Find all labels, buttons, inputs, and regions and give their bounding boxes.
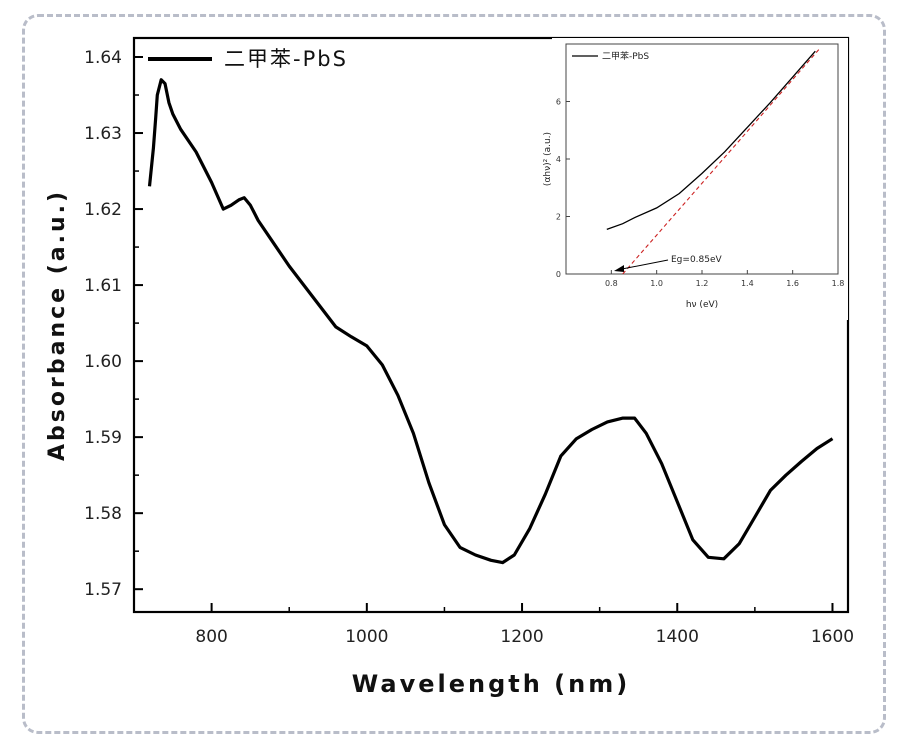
inset-x-tick-label: 1.0 xyxy=(650,279,663,288)
inset-background xyxy=(552,38,848,320)
y-tick-label: 1.60 xyxy=(84,352,122,372)
inset-series xyxy=(606,47,821,275)
inset-x-tick-label: 1.4 xyxy=(741,279,754,288)
y-tick-label: 1.61 xyxy=(84,276,122,296)
inset-legend: 二甲苯-PbS xyxy=(572,50,649,62)
x-tick-label: 1600 xyxy=(811,627,854,647)
x-axis-title: Wavelength (nm) xyxy=(352,670,630,698)
y-tick-label: 1.63 xyxy=(84,124,122,144)
eg-annotation: Eg=0.85eV xyxy=(614,255,723,272)
inset-y-tick-label: 0 xyxy=(556,270,561,279)
inset-x-tick-label: 1.2 xyxy=(696,279,709,288)
inset-x-tick-label: 1.6 xyxy=(786,279,799,288)
main-plot: 800 1000 1200 1400 16001.571.581.591.601.611… xyxy=(45,36,854,698)
inset-y-axis-title: (αhν)² (a.u.) xyxy=(543,132,553,186)
inset-y-tick-label: 2 xyxy=(556,213,561,222)
y-tick-label: 1.59 xyxy=(84,428,122,448)
inset-y-tick-label: 6 xyxy=(556,98,561,107)
eg-annotation-label: Eg=0.85eV xyxy=(671,255,723,265)
legend-label: 二甲苯-PbS xyxy=(224,47,348,71)
tauc-series-line xyxy=(606,50,816,231)
y-axis-title: Absorbance (a.u.) xyxy=(45,189,70,461)
x-tick-label: 1200 xyxy=(500,627,543,647)
main-legend: 二甲苯-PbS xyxy=(148,47,348,71)
x-tick-label: 1000 xyxy=(345,627,388,647)
inset-x-tick-label: 0.8 xyxy=(605,279,618,288)
inset-plot: 0.8 1.0 1.2 1.4 1.6 1.8 0 2 4 6 二甲苯-PbS Eg=0.85eV… xyxy=(543,38,848,320)
x-tick-label: 800 xyxy=(195,627,227,647)
tauc-fit-line xyxy=(622,47,821,275)
absorbance-chart: 800 1000 1200 1400 16001.571.581.591.601.611… xyxy=(45,36,854,698)
y-tick-label: 1.62 xyxy=(84,200,122,220)
y-tick-label: 1.58 xyxy=(84,504,122,524)
inset-legend-label: 二甲苯-PbS xyxy=(602,50,649,62)
x-tick-label: 1400 xyxy=(656,627,699,647)
inset-x-tick-label: 1.8 xyxy=(832,279,845,288)
eg-arrow-line xyxy=(621,259,669,270)
inset-x-axis-title: hν (eV) xyxy=(686,300,718,310)
inset-tick-marks xyxy=(566,101,839,275)
main-plot-frame xyxy=(132,36,850,614)
main-series xyxy=(147,78,834,565)
inset-y-tick-label: 4 xyxy=(556,155,561,164)
absorbance-series-line xyxy=(147,78,834,565)
inset-tick-labels: 0.8 1.0 1.2 1.4 1.6 1.8 0 2 4 6 xyxy=(556,98,844,289)
y-tick-label: 1.64 xyxy=(84,48,122,68)
main-tick-labels: 800 1000 1200 1400 16001.571.581.591.601.611… xyxy=(84,48,854,647)
main-tick-marks xyxy=(134,56,834,612)
y-tick-label: 1.57 xyxy=(84,580,122,600)
eg-arrow-head xyxy=(614,265,624,272)
